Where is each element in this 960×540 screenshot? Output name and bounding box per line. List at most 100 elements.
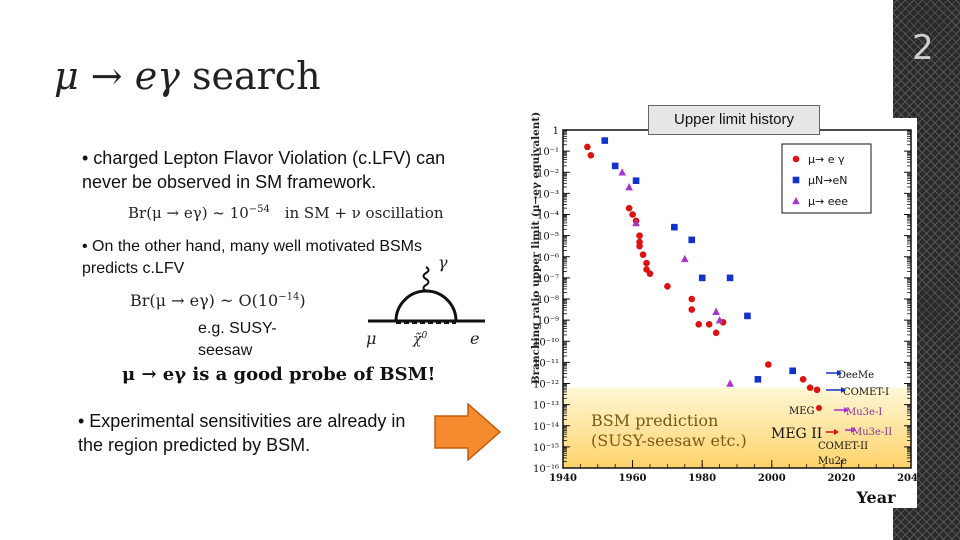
- upper-limit-history-box: Upper limit history: [648, 105, 820, 135]
- ylabel-box: Branching ratio upper limit (μ→eγ equiva…: [525, 112, 547, 384]
- label-chi-text: χ̃: [413, 331, 422, 348]
- label-mu: μ: [366, 329, 377, 348]
- data-point-meg: [705, 321, 713, 328]
- meg-marker: [816, 405, 822, 411]
- data-point-mue-conversion: [726, 274, 734, 282]
- photon-line: [422, 266, 430, 292]
- slide-number: 2: [912, 28, 934, 68]
- data-point-mu3e: [726, 379, 734, 387]
- y-tick-label: 10⁻¹⁴: [533, 422, 559, 433]
- data-point-meg: [629, 211, 636, 218]
- legend-marker-triangle: [792, 197, 800, 205]
- bsm-label-1: BSM prediction: [591, 411, 718, 430]
- data-point-meg: [646, 270, 654, 277]
- y-tick-label: 10⁻⁹: [537, 316, 559, 327]
- label-chi-sup: 0: [421, 331, 428, 341]
- data-point-mue-conversion: [632, 177, 640, 184]
- data-point-meg: [664, 283, 671, 290]
- projection-arrow-head: [841, 387, 846, 393]
- title-math: μ → eγ: [54, 54, 180, 98]
- deeme-label: DeeMe: [838, 370, 874, 381]
- y-tick-label: 10⁻¹⁰: [533, 337, 559, 348]
- data-point-mue-conversion: [789, 367, 796, 375]
- label-chi: χ̃0: [413, 331, 427, 348]
- mu3e1-label: Mu3e-I: [846, 407, 882, 418]
- y-tick-label: 10⁻⁵: [537, 232, 559, 243]
- x-tick-label: 2000: [758, 473, 786, 484]
- formula-bsm-left: Br(μ → eγ) ~ O(10: [130, 291, 279, 310]
- formula-bsm: Br(μ → eγ) ~ O(10−14): [130, 291, 306, 310]
- meg2-label: MEG II: [771, 426, 822, 442]
- formula-sm-left: Br(μ → eγ) ~ 10: [128, 204, 249, 222]
- data-point-mue-conversion: [744, 312, 751, 320]
- data-point-meg: [806, 384, 814, 392]
- y-tick-label: 10⁻⁴: [537, 211, 559, 222]
- formula-sm-exp: −54: [248, 204, 270, 215]
- data-point-meg: [636, 232, 643, 239]
- slide-title: μ → eγ search: [54, 54, 321, 98]
- data-point-mu3e: [632, 218, 640, 227]
- data-point-meg: [813, 386, 821, 394]
- formula-sm-right: in SM + ν oscillation: [284, 204, 444, 222]
- comet1-label: COMET-I: [843, 387, 889, 398]
- data-point-meg: [799, 375, 807, 383]
- y-tick-label: 10⁻¹¹: [533, 358, 559, 369]
- label-e: e: [470, 329, 480, 348]
- title-word: search: [192, 54, 321, 98]
- data-point-meg: [688, 295, 696, 303]
- formula-bsm-right: ): [299, 291, 306, 310]
- data-point-mu3e: [715, 316, 724, 324]
- y-tick-label: 10⁻⁶: [537, 253, 559, 264]
- projection-arrow-head: [851, 427, 856, 433]
- data-point-meg: [765, 361, 772, 368]
- comet2-label: COMET-II: [818, 441, 868, 452]
- y-tick-label: 10⁻¹: [537, 147, 559, 158]
- y-tick-label: 10⁻³: [537, 189, 559, 200]
- legend-label: μN→eN: [808, 174, 847, 187]
- data-point-meg: [584, 143, 591, 151]
- x-axis-label: Year: [855, 488, 896, 507]
- y-tick-label: 10⁻¹²: [533, 380, 559, 391]
- legend-marker-circle: [792, 155, 800, 163]
- data-point-meg: [587, 152, 595, 159]
- bsm-region: [563, 387, 911, 468]
- y-axis-label: Branching ratio upper limit (μ→eγ equiva…: [530, 111, 543, 385]
- legend-label: μ→ eee: [808, 195, 848, 208]
- y-tick-label: 10⁻¹⁵: [533, 443, 559, 454]
- data-point-meg: [636, 242, 643, 250]
- legend-marker-square: [792, 176, 800, 184]
- data-point-meg: [643, 259, 650, 267]
- data-point-mue-conversion: [601, 137, 609, 144]
- bsm-label-2: (SUSY-seesaw etc.): [591, 431, 747, 450]
- data-point-meg: [639, 251, 647, 258]
- y-tick-label: 10⁻⁸: [537, 295, 559, 306]
- projection-arrow-head: [844, 407, 849, 413]
- eg-susy-seesaw: e.g. SUSY-seesaw: [198, 320, 277, 359]
- data-point-mue-conversion: [671, 223, 678, 231]
- x-tick-label: 1960: [619, 473, 647, 484]
- data-point-mue-conversion: [688, 236, 696, 244]
- data-point-mu3e: [618, 168, 626, 176]
- y-tick-label: 10⁻¹⁶: [533, 464, 559, 475]
- mu2e-label: Mu2e: [818, 456, 847, 467]
- data-point-mu3e: [681, 254, 689, 263]
- bullet-bsm: • On the other hand, many well motivated…: [82, 238, 422, 277]
- mu3e2-label: Mu3e-II: [852, 427, 892, 438]
- formula-sm: Br(μ → eγ) ~ 10−54 in SM + ν oscillation: [128, 204, 444, 222]
- y-tick-label: 10⁻²: [537, 168, 559, 179]
- data-point-mu3e: [625, 183, 633, 191]
- plot-svg: 1 10⁻¹ 10⁻² 10⁻³ 10⁻⁴ 10⁻⁵ 10⁻⁶ 10⁻⁷ 10⁻⁸ 10⁻⁹ 10⁻…: [521, 118, 925, 508]
- data-point-mue-conversion: [698, 274, 706, 282]
- label-gamma: γ: [438, 253, 448, 272]
- y-tick-label: 10⁻¹³: [533, 401, 559, 412]
- loop-arc: [394, 289, 458, 322]
- formula-bsm-exp: −14: [278, 291, 300, 303]
- data-point-mu3e: [712, 307, 720, 315]
- projection-arrow-head: [837, 370, 842, 376]
- projection-arrow-head: [834, 429, 839, 435]
- x-tick-label: 1940: [549, 473, 577, 484]
- data-point-meg: [695, 321, 703, 328]
- x-tick-label: 2020: [827, 473, 855, 484]
- probe-statement: μ → eγ is a good probe of BSM!: [122, 364, 436, 385]
- x-tick-label: 2040: [897, 473, 917, 484]
